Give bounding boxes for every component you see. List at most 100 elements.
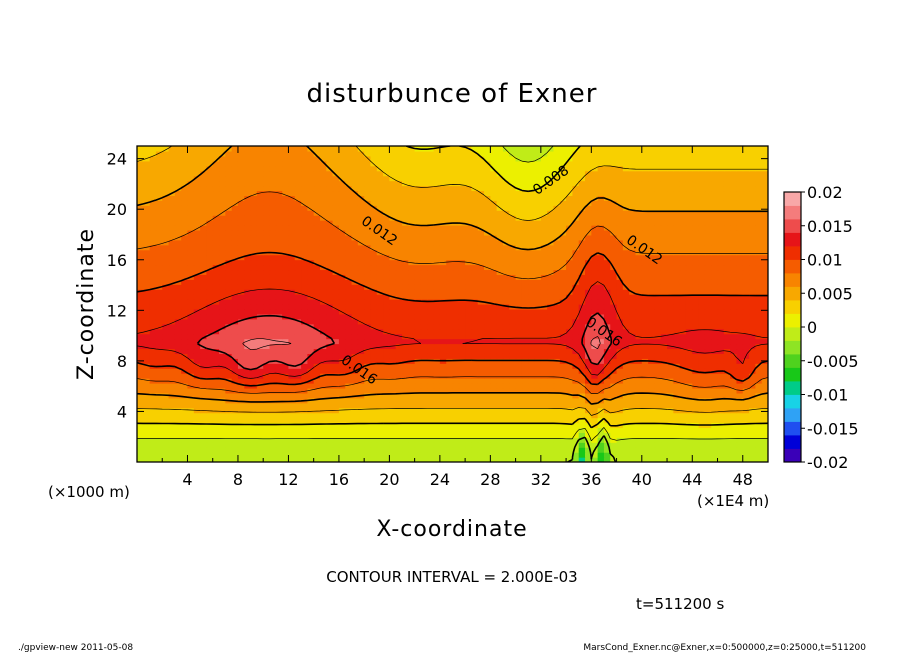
heatmap-cell (723, 269, 731, 275)
heatmap-cell (458, 437, 466, 443)
heatmap-cell (490, 432, 498, 438)
heatmap-cell (673, 427, 681, 433)
heatmap-cell (143, 412, 151, 419)
heatmap-cell (174, 378, 182, 384)
heatmap-cell (540, 338, 548, 345)
heatmap-cell (635, 215, 643, 221)
heatmap-cell (540, 299, 548, 305)
heatmap-cell (585, 447, 592, 453)
heatmap-cell (212, 215, 220, 221)
heatmap-cell (603, 279, 611, 285)
heatmap-cell (477, 427, 485, 433)
heatmap-cell (395, 343, 403, 350)
heatmap-cell (231, 427, 239, 433)
heatmap-cell (263, 397, 271, 404)
heatmap-cell (477, 457, 485, 462)
heatmap-cell (143, 348, 151, 354)
heatmap-cell (275, 412, 283, 419)
chart-title: disturbunce of Exner (307, 79, 598, 109)
heatmap-cell (578, 437, 586, 443)
heatmap-cell (616, 234, 624, 241)
heatmap-cell (736, 402, 744, 409)
heatmap-cell (742, 313, 750, 320)
heatmap-cell (736, 447, 744, 453)
heatmap-cell (446, 244, 454, 251)
heatmap-cell (610, 249, 618, 256)
heatmap-cell (509, 249, 517, 256)
heatmap-cell (723, 259, 731, 266)
heatmap-cell (187, 284, 195, 290)
heatmap-cell (414, 427, 422, 433)
heatmap-cell (174, 323, 182, 330)
heatmap-cell (616, 402, 624, 409)
heatmap-cell (585, 383, 592, 389)
heatmap-cell (484, 289, 491, 295)
heatmap-cell (654, 392, 662, 399)
heatmap-cell (231, 432, 239, 438)
heatmap-cell (452, 254, 460, 261)
heatmap-cell (370, 417, 378, 424)
heatmap-cell (414, 392, 422, 399)
heatmap-cell (137, 402, 144, 409)
heatmap-cell (452, 383, 460, 389)
heatmap-cell (629, 338, 637, 345)
heatmap-cell (433, 304, 441, 310)
heatmap-cell (288, 407, 296, 414)
heatmap-cell (326, 343, 334, 350)
heatmap-cell (704, 452, 712, 458)
heatmap-cell (187, 397, 195, 404)
heatmap-cell (502, 259, 510, 266)
heatmap-cell (572, 264, 580, 271)
heatmap-cell (427, 447, 435, 453)
heatmap-cell (263, 259, 271, 266)
heatmap-cell (338, 432, 346, 438)
heatmap-cell (326, 447, 334, 453)
heatmap-cell (408, 259, 416, 266)
heatmap-cell (547, 412, 555, 419)
heatmap-cell (755, 343, 763, 350)
heatmap-cell (641, 313, 649, 320)
heatmap-cell (452, 279, 460, 285)
heatmap-cell (648, 452, 656, 458)
heatmap-cell (414, 269, 422, 275)
heatmap-cell (648, 254, 656, 261)
heatmap-cell (723, 427, 731, 433)
heatmap-cell (433, 254, 441, 261)
heatmap-cell (622, 348, 630, 354)
heatmap-cell (704, 378, 712, 384)
heatmap-cell (730, 279, 738, 285)
heatmap-cell (477, 284, 485, 290)
heatmap-cell (698, 294, 706, 300)
heatmap-cell (408, 308, 416, 315)
heatmap-cell (193, 427, 201, 433)
heatmap-cell (521, 338, 529, 345)
heatmap-cell (761, 274, 768, 280)
heatmap-cell (572, 427, 580, 433)
heatmap-cell (282, 274, 290, 280)
heatmap-cell (275, 215, 283, 221)
heatmap-cell (458, 387, 466, 394)
heatmap-cell (376, 353, 384, 359)
heatmap-cell (149, 274, 157, 280)
heatmap-cell (357, 383, 365, 389)
heatmap-cell (458, 284, 466, 290)
heatmap-cell (168, 274, 176, 280)
heatmap-cell (465, 427, 473, 433)
heatmap-cell (143, 225, 151, 231)
heatmap-cell (559, 249, 567, 256)
heatmap-cell (427, 294, 435, 300)
heatmap-cell (187, 333, 195, 340)
heatmap-cell (730, 358, 738, 364)
heatmap-cell (704, 442, 712, 448)
heatmap-cell (402, 308, 409, 315)
heatmap-cell (540, 244, 548, 251)
heatmap-cell (673, 447, 681, 453)
heatmap-cell (433, 442, 441, 448)
heatmap-cell (200, 358, 208, 364)
heatmap-cell (212, 294, 220, 300)
heatmap-cell (149, 328, 157, 335)
heatmap-cell (256, 225, 264, 231)
heatmap-cell (496, 304, 504, 310)
heatmap-cell (256, 254, 264, 261)
heatmap-cell (540, 378, 548, 384)
